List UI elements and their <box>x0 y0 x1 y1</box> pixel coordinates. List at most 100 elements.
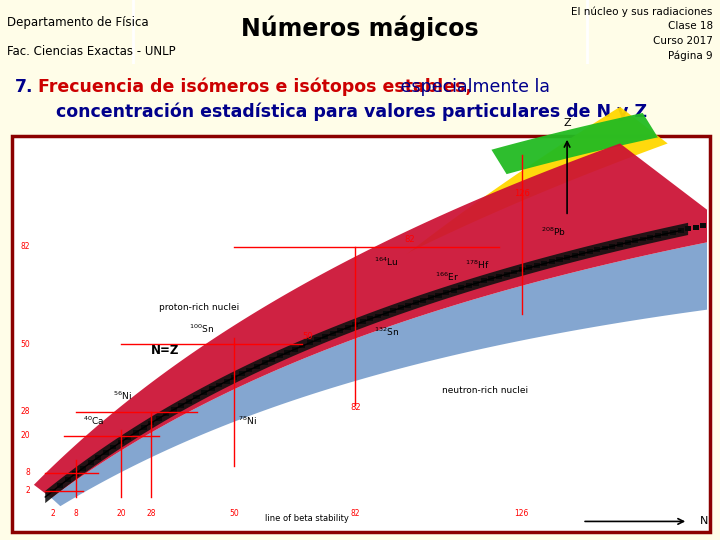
Text: Clase 18: Clase 18 <box>667 21 713 31</box>
Bar <box>133 430 139 435</box>
Bar <box>276 354 283 359</box>
Text: 20: 20 <box>20 431 30 441</box>
Text: N: N <box>699 516 708 526</box>
Bar <box>436 293 441 298</box>
Bar <box>518 267 525 272</box>
Bar <box>700 223 706 228</box>
Bar <box>80 465 86 470</box>
Bar <box>148 421 154 426</box>
Bar <box>103 450 109 455</box>
Bar <box>58 483 63 488</box>
Bar <box>50 489 56 494</box>
Bar <box>337 328 343 333</box>
Polygon shape <box>34 144 720 498</box>
Text: Departamento de Física: Departamento de Física <box>7 16 149 29</box>
Bar <box>594 247 600 252</box>
Text: 20: 20 <box>116 509 126 518</box>
Bar <box>481 279 487 284</box>
Bar <box>246 368 253 373</box>
Bar <box>360 319 366 324</box>
Text: Frecuencia de isómeros e isótopos estables,: Frecuencia de isómeros e isótopos establ… <box>38 78 472 96</box>
Text: 8: 8 <box>25 468 30 477</box>
Bar <box>572 253 577 258</box>
Text: 82: 82 <box>405 235 415 244</box>
Bar <box>534 263 540 268</box>
Text: 126: 126 <box>515 509 529 518</box>
Bar <box>95 455 102 460</box>
Text: Fac. Ciencias Exactas - UNLP: Fac. Ciencias Exactas - UNLP <box>7 45 176 58</box>
Bar <box>715 220 720 225</box>
Bar <box>224 379 230 383</box>
Text: 28: 28 <box>21 407 30 416</box>
Bar <box>186 399 192 403</box>
Bar <box>541 261 547 266</box>
Bar <box>239 371 245 376</box>
Text: 50: 50 <box>230 509 239 518</box>
Bar <box>382 311 389 316</box>
Bar <box>503 272 510 276</box>
Polygon shape <box>492 113 658 174</box>
Bar <box>307 340 313 345</box>
Text: 7.: 7. <box>15 78 34 96</box>
Bar <box>140 425 147 430</box>
Bar <box>511 269 517 274</box>
Polygon shape <box>45 223 688 503</box>
Text: 82: 82 <box>351 509 360 518</box>
Bar <box>443 290 449 295</box>
Bar <box>118 440 124 444</box>
Bar <box>654 233 661 238</box>
Bar <box>269 357 275 362</box>
Text: 2: 2 <box>50 509 55 518</box>
Bar <box>466 283 472 288</box>
Bar <box>632 238 638 243</box>
Bar <box>602 246 608 251</box>
Bar <box>496 274 502 279</box>
Bar <box>171 407 177 412</box>
Bar <box>624 240 631 245</box>
Bar <box>209 387 215 392</box>
Text: $^{166}$Er: $^{166}$Er <box>435 271 459 284</box>
Bar <box>231 375 238 380</box>
Bar <box>179 403 184 408</box>
Bar <box>557 257 562 262</box>
Bar <box>65 477 71 482</box>
Bar <box>639 237 646 241</box>
Text: line of beta stability: line of beta stability <box>264 514 348 523</box>
Bar <box>413 300 419 305</box>
Bar <box>352 322 359 327</box>
Bar <box>451 288 456 293</box>
Text: $^{40}$Ca: $^{40}$Ca <box>83 414 104 427</box>
Bar <box>292 347 298 352</box>
Bar <box>526 265 532 270</box>
Bar <box>488 276 495 281</box>
Text: $^{100}$Sn: $^{100}$Sn <box>189 323 214 335</box>
Text: Página 9: Página 9 <box>668 50 713 61</box>
Text: 126: 126 <box>514 189 530 198</box>
Bar <box>564 255 570 260</box>
Bar <box>428 295 434 300</box>
Text: $^{208}$Pb: $^{208}$Pb <box>541 225 566 238</box>
Text: especialmente la: especialmente la <box>395 78 550 96</box>
Bar <box>405 303 411 308</box>
Bar <box>617 242 623 247</box>
Bar <box>678 228 683 233</box>
Text: 82: 82 <box>350 402 361 411</box>
Text: $^{178}$Hf: $^{178}$Hf <box>465 259 490 271</box>
Text: proton-rich nuclei: proton-rich nuclei <box>158 303 239 312</box>
Bar <box>163 411 169 416</box>
Bar <box>708 221 714 227</box>
Bar <box>609 244 616 248</box>
Text: $^{56}$Ni: $^{56}$Ni <box>113 390 132 402</box>
Text: 50: 50 <box>20 340 30 349</box>
Text: $^{164}$Lu: $^{164}$Lu <box>374 256 398 268</box>
Text: concentración estadística para valores particulares de N y Z: concentración estadística para valores p… <box>38 103 647 121</box>
Text: $^{132}$Sn: $^{132}$Sn <box>374 326 400 339</box>
Bar <box>125 435 132 440</box>
Bar <box>201 390 207 395</box>
Bar <box>693 225 698 230</box>
Polygon shape <box>406 107 667 254</box>
Bar <box>420 298 426 302</box>
Text: 28: 28 <box>146 509 156 518</box>
Bar <box>345 325 351 330</box>
Bar <box>647 235 653 240</box>
